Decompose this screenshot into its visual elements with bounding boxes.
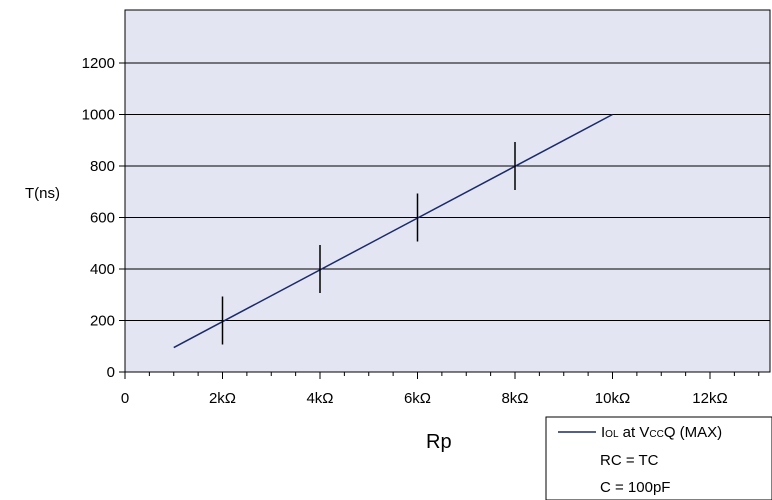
x-tick-label-12: 12kΩ [692,390,727,407]
x-tick-label-8: 8kΩ [501,390,528,407]
y-tick-label-1000: 1000 [82,107,115,124]
y-tick-label-1200: 1200 [82,55,115,72]
x-axis-ticks: 0 2kΩ 4kΩ 6kΩ 8kΩ 10kΩ 12kΩ [121,372,728,407]
x-tick-label-6: 6kΩ [404,390,431,407]
x-tick-label-4: 4kΩ [306,390,333,407]
y-axis-ticks: 0 200 400 600 800 1000 1200 [82,55,125,381]
legend-entry-label: IOL at VCCQ (MAX) [601,424,722,441]
series [173,113,613,349]
x-tick-label-2: 2kΩ [209,390,236,407]
legend-box [545,416,772,500]
legend-note-rc: RC = TC [600,452,659,469]
y-tick-label-200: 200 [90,313,115,330]
y-axis-title: T(ns) [25,185,60,202]
gridlines [125,62,770,321]
y-tick-label-800: 800 [90,158,115,175]
minor-ticks [148,372,760,376]
legend: IOL at VCCQ (MAX) RC = TC C = 100pF [545,416,772,500]
series-line-0 [173,113,613,349]
x-tick-label-10: 10kΩ [595,390,630,407]
x-tick-label-0: 0 [121,390,129,407]
x-axis-title: Rp [426,431,452,453]
y-tick-label-400: 400 [90,261,115,278]
y-tick-label-0: 0 [107,364,115,381]
legend-note-c: C = 100pF [600,479,670,496]
plot-area [124,9,771,373]
y-tick-label-600: 600 [90,210,115,227]
